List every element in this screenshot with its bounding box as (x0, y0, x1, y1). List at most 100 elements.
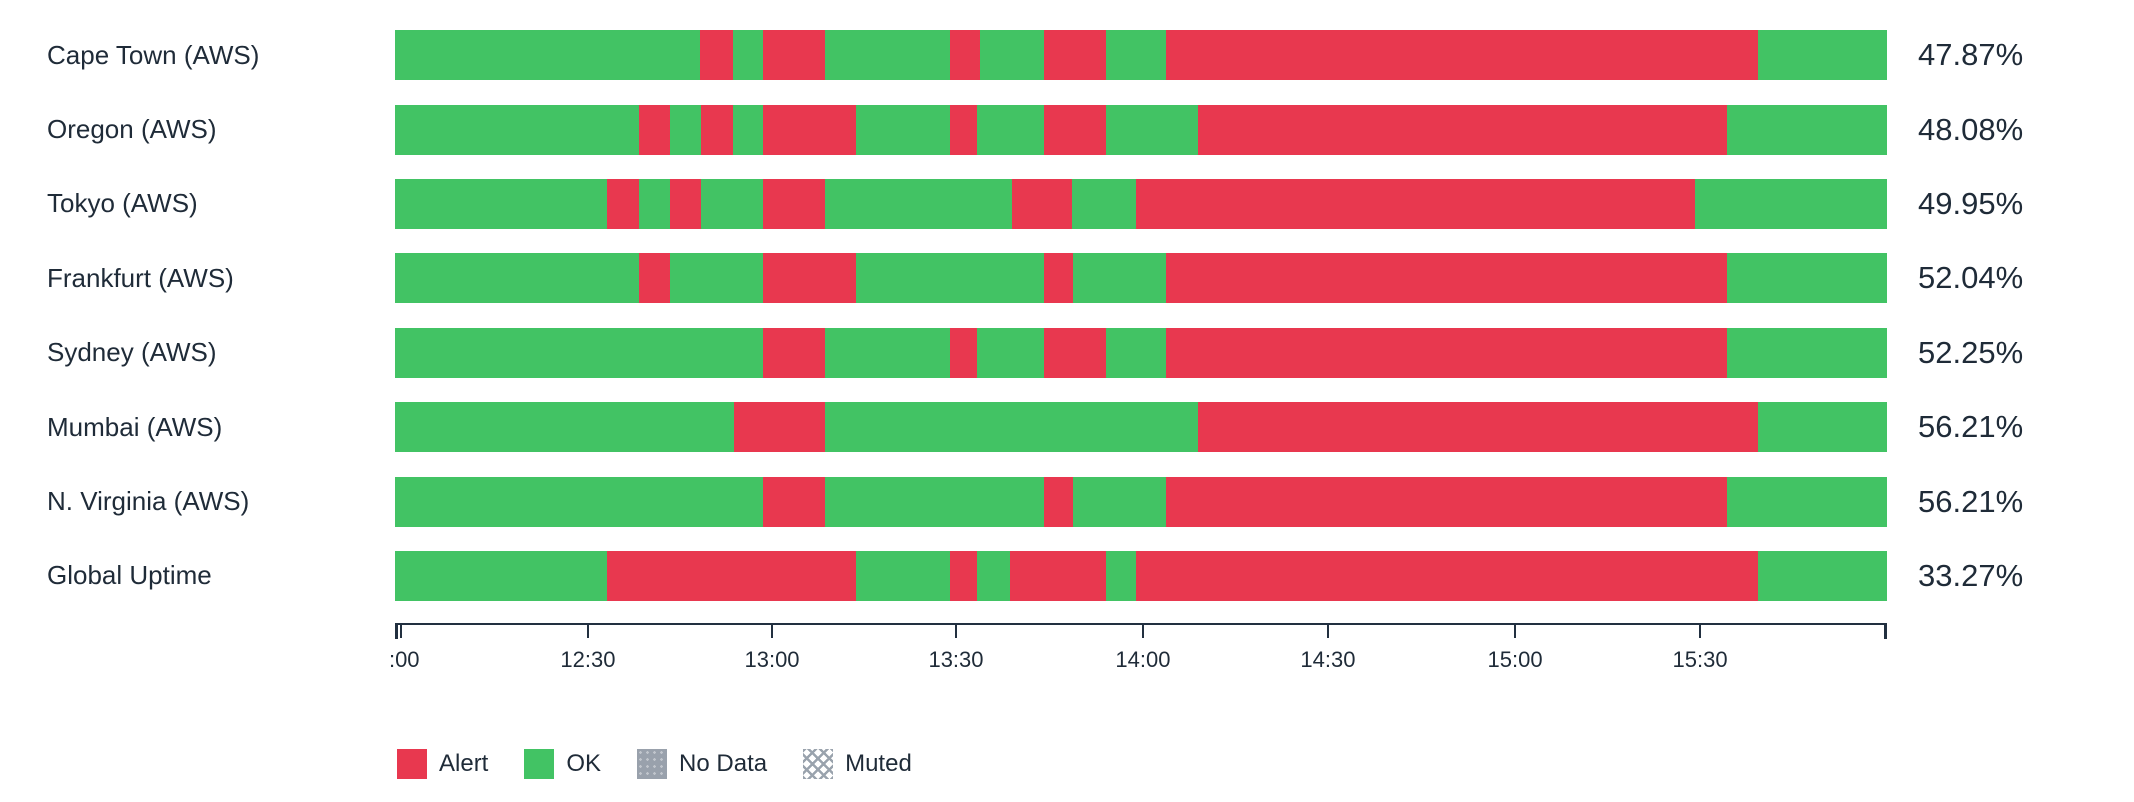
status-segment-ok[interactable] (395, 327, 763, 378)
status-segment-ok[interactable] (824, 30, 950, 81)
status-segment-alert[interactable] (1135, 550, 1758, 601)
tick-label: 15:30 (1672, 647, 1728, 673)
uptime-value: 33.27% (1918, 557, 2024, 593)
status-segment-ok[interactable] (395, 476, 763, 527)
tick-mark (954, 625, 957, 639)
status-segment-alert[interactable] (1043, 104, 1106, 155)
legend-item-alert[interactable]: Alert (397, 749, 489, 780)
status-segment-ok[interactable] (395, 402, 734, 453)
status-segment-ok[interactable] (1757, 402, 1887, 453)
timeline-row: Sydney (AWS) 52.25% (0, 316, 2134, 390)
row-label: Oregon (AWS) (47, 113, 217, 144)
status-segment-alert[interactable] (607, 550, 856, 601)
status-segment-ok[interactable] (1726, 253, 1887, 304)
status-segment-ok[interactable] (700, 178, 764, 229)
status-segment-ok[interactable] (1726, 104, 1887, 155)
status-segment-alert[interactable] (762, 476, 825, 527)
status-segment-ok[interactable] (976, 104, 1044, 155)
tick-label: 14:00 (1115, 647, 1171, 673)
status-segment-ok[interactable] (824, 327, 950, 378)
status-segment-alert[interactable] (1043, 30, 1107, 81)
status-segment-ok[interactable] (856, 550, 950, 601)
tick-mark (1514, 625, 1517, 639)
status-segment-ok[interactable] (855, 104, 950, 155)
status-segment-alert[interactable] (1165, 253, 1727, 304)
tick-mark (1326, 625, 1329, 639)
status-segment-ok[interactable] (1757, 550, 1887, 601)
legend-label: Alert (439, 750, 489, 778)
status-segment-ok[interactable] (395, 253, 639, 304)
row-label: Frankfurt (AWS) (47, 262, 234, 293)
status-segment-alert[interactable] (762, 327, 825, 378)
status-segment-ok[interactable] (669, 104, 701, 155)
status-segment-ok[interactable] (638, 178, 670, 229)
legend-item-ok[interactable]: OK (524, 749, 601, 780)
status-segment-alert[interactable] (1166, 327, 1727, 378)
status-segment-alert[interactable] (949, 30, 980, 81)
status-segment-alert[interactable] (949, 104, 977, 155)
timeline-row: Frankfurt (AWS) 52.04% (0, 241, 2134, 315)
status-segment-ok[interactable] (1695, 178, 1887, 229)
status-segment-alert[interactable] (949, 550, 977, 601)
status-segment-ok[interactable] (1072, 253, 1166, 304)
status-segment-ok[interactable] (824, 476, 1044, 527)
status-segment-alert[interactable] (762, 30, 825, 81)
status-segment-ok[interactable] (395, 178, 607, 229)
status-segment-alert[interactable] (701, 104, 733, 155)
status-segment-ok[interactable] (976, 550, 1010, 601)
status-segment-ok[interactable] (395, 30, 700, 81)
status-segment-ok[interactable] (825, 178, 1013, 229)
status-segment-alert[interactable] (1044, 476, 1073, 527)
legend: Alert OK No Data Muted (397, 749, 2134, 780)
status-segment-alert[interactable] (607, 178, 639, 229)
row-label: N. Virginia (AWS) (47, 485, 250, 516)
status-segment-ok[interactable] (1106, 327, 1167, 378)
status-segment-alert[interactable] (1009, 550, 1106, 601)
status-segment-ok[interactable] (1105, 550, 1136, 601)
tick-mark (1699, 625, 1702, 639)
uptime-value: 52.04% (1918, 260, 2024, 296)
status-segment-ok[interactable] (1105, 104, 1198, 155)
status-segment-ok[interactable] (1106, 30, 1166, 81)
status-segment-ok[interactable] (732, 104, 763, 155)
status-bar (395, 30, 1887, 81)
status-segment-alert[interactable] (763, 178, 826, 229)
status-segment-ok[interactable] (395, 550, 607, 601)
status-segment-ok[interactable] (979, 30, 1044, 81)
status-segment-ok[interactable] (1758, 30, 1887, 81)
status-segment-alert[interactable] (669, 178, 701, 229)
status-segment-alert[interactable] (1043, 253, 1073, 304)
status-segment-ok[interactable] (1072, 476, 1166, 527)
status-segment-alert[interactable] (1197, 104, 1727, 155)
status-segment-alert[interactable] (1197, 402, 1758, 453)
status-segment-ok[interactable] (1727, 327, 1887, 378)
tick-mark (399, 625, 402, 639)
status-segment-ok[interactable] (824, 402, 1198, 453)
status-segment-alert[interactable] (733, 402, 825, 453)
status-segment-ok[interactable] (669, 253, 763, 304)
tick-label: 15:00 (1487, 647, 1543, 673)
status-segment-ok[interactable] (395, 104, 639, 155)
uptime-value: 48.08% (1918, 111, 2024, 147)
status-segment-alert[interactable] (950, 327, 977, 378)
legend-item-muted[interactable]: Muted (803, 749, 912, 780)
status-segment-alert[interactable] (699, 30, 733, 81)
legend-label: No Data (679, 750, 768, 778)
status-segment-alert[interactable] (638, 253, 670, 304)
status-segment-alert[interactable] (762, 253, 856, 304)
status-segment-ok[interactable] (1072, 178, 1137, 229)
status-segment-alert[interactable] (1136, 178, 1696, 229)
status-segment-ok[interactable] (1726, 476, 1887, 527)
row-label: Mumbai (AWS) (47, 411, 223, 442)
status-segment-alert[interactable] (1012, 178, 1073, 229)
status-segment-alert[interactable] (638, 104, 670, 155)
status-segment-ok[interactable] (732, 30, 763, 81)
status-segment-alert[interactable] (762, 104, 856, 155)
legend-item-nodata[interactable]: No Data (637, 749, 768, 780)
status-segment-alert[interactable] (1165, 476, 1727, 527)
timeline-row: Cape Town (AWS) 47.87% (0, 18, 2134, 92)
status-segment-ok[interactable] (855, 253, 1044, 304)
status-segment-ok[interactable] (977, 327, 1044, 378)
status-segment-alert[interactable] (1166, 30, 1759, 81)
status-segment-alert[interactable] (1043, 327, 1107, 378)
